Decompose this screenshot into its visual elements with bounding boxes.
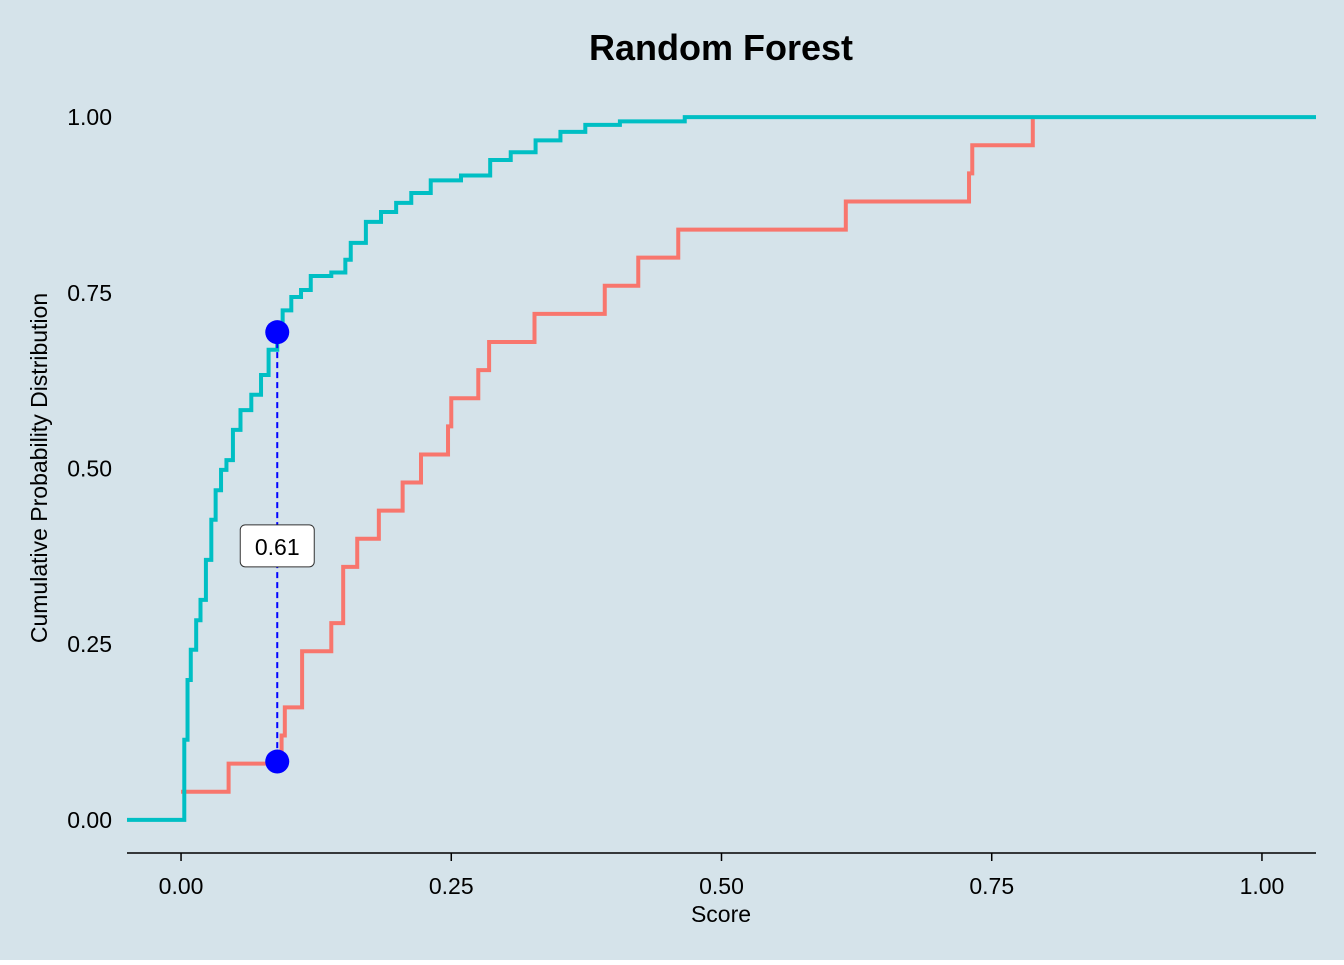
y-tick-label: 0.25 xyxy=(67,631,112,657)
chart-title: Random Forest xyxy=(589,27,853,68)
x-tick-label: 0.00 xyxy=(159,873,204,899)
x-tick-label: 1.00 xyxy=(1240,873,1285,899)
x-axis-label: Score xyxy=(691,901,751,927)
step-line xyxy=(181,117,1035,794)
y-tick-label: 1.00 xyxy=(67,104,112,130)
x-tick-label: 0.50 xyxy=(699,873,744,899)
ks-point xyxy=(265,749,290,774)
y-axis-label: Cumulative Probability Distribution xyxy=(26,293,52,643)
ks-label-box xyxy=(239,524,315,568)
y-tick-label: 0.50 xyxy=(67,456,112,482)
y-tick-label: 0.00 xyxy=(67,807,112,833)
ks-point xyxy=(265,320,290,345)
x-tick-label: 0.75 xyxy=(969,873,1014,899)
ks-label: 0.61 xyxy=(255,534,300,560)
y-tick-label: 0.75 xyxy=(67,280,112,306)
step-line xyxy=(127,115,1316,822)
x-tick-label: 0.25 xyxy=(429,873,474,899)
